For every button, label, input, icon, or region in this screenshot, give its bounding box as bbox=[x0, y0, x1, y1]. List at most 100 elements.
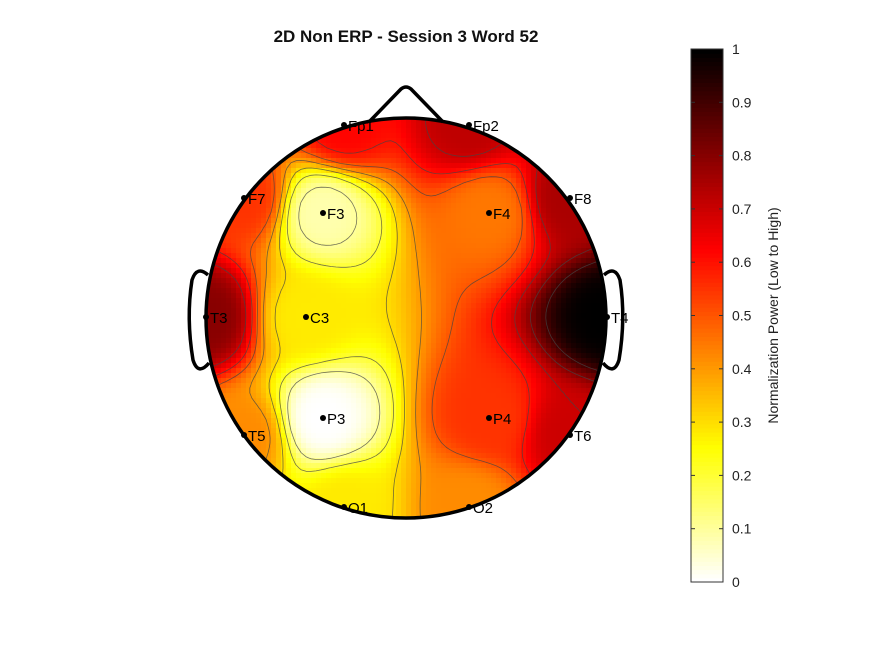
heatmap-cell bbox=[566, 253, 572, 259]
heatmap-cell bbox=[426, 328, 432, 334]
heatmap-cell bbox=[261, 308, 267, 314]
heatmap-cell bbox=[546, 353, 552, 359]
heatmap-cell bbox=[596, 333, 602, 339]
heatmap-cell bbox=[491, 348, 497, 354]
heatmap-cell bbox=[471, 458, 477, 464]
heatmap-cell bbox=[576, 378, 582, 384]
heatmap-cell bbox=[451, 128, 457, 134]
heatmap-cell bbox=[436, 168, 442, 174]
heatmap-cell bbox=[551, 398, 557, 404]
heatmap-cell bbox=[291, 473, 297, 479]
heatmap-cell bbox=[421, 273, 427, 279]
heatmap-cell bbox=[381, 283, 387, 289]
heatmap-cell bbox=[276, 213, 282, 219]
heatmap-cell bbox=[416, 338, 422, 344]
heatmap-cell bbox=[351, 133, 357, 139]
heatmap-cell bbox=[351, 198, 357, 204]
heatmap-cell bbox=[346, 343, 352, 349]
heatmap-cell bbox=[381, 263, 387, 269]
heatmap-cell bbox=[406, 273, 412, 279]
heatmap-cell bbox=[421, 323, 427, 329]
heatmap-cell bbox=[446, 243, 452, 249]
heatmap-cell bbox=[256, 408, 262, 414]
heatmap-cell bbox=[401, 468, 407, 474]
heatmap-cell bbox=[296, 243, 302, 249]
heatmap-cell bbox=[496, 158, 502, 164]
heatmap-cell bbox=[296, 433, 302, 439]
heatmap-cell bbox=[301, 233, 307, 239]
heatmap-cell bbox=[441, 148, 447, 154]
heatmap-cell bbox=[356, 418, 362, 424]
heatmap-cell bbox=[436, 233, 442, 239]
heatmap-cell bbox=[526, 233, 532, 239]
heatmap-cell bbox=[461, 148, 467, 154]
heatmap-cell bbox=[511, 238, 517, 244]
heatmap-cell bbox=[561, 408, 567, 414]
heatmap-cell bbox=[476, 408, 482, 414]
heatmap-cell bbox=[416, 218, 422, 224]
heatmap-cell bbox=[386, 448, 392, 454]
heatmap-cell bbox=[566, 388, 572, 394]
heatmap-cell bbox=[396, 343, 402, 349]
heatmap-cell bbox=[226, 388, 232, 394]
heatmap-cell bbox=[336, 353, 342, 359]
heatmap-cell bbox=[321, 473, 327, 479]
heatmap-cell bbox=[471, 398, 477, 404]
heatmap-cell bbox=[411, 288, 417, 294]
heatmap-cell bbox=[466, 248, 472, 254]
heatmap-cell bbox=[496, 313, 502, 319]
heatmap-cell bbox=[511, 173, 517, 179]
heatmap-cell bbox=[311, 338, 317, 344]
heatmap-cell bbox=[271, 233, 277, 239]
heatmap-cell bbox=[381, 183, 387, 189]
heatmap-cell bbox=[396, 413, 402, 419]
heatmap-cell bbox=[446, 373, 452, 379]
heatmap-cell bbox=[551, 213, 557, 219]
heatmap-cell bbox=[566, 243, 572, 249]
heatmap-cell bbox=[416, 223, 422, 229]
heatmap-cell bbox=[506, 298, 512, 304]
heatmap-cell bbox=[396, 203, 402, 209]
heatmap-cell bbox=[346, 308, 352, 314]
heatmap-cell bbox=[306, 243, 312, 249]
heatmap-cell bbox=[476, 173, 482, 179]
heatmap-cell bbox=[416, 443, 422, 449]
heatmap-cell bbox=[461, 293, 467, 299]
heatmap-cell bbox=[466, 163, 472, 169]
heatmap-cell bbox=[386, 153, 392, 159]
heatmap-cell bbox=[401, 273, 407, 279]
heatmap-cell bbox=[311, 478, 317, 484]
heatmap-cell bbox=[391, 458, 397, 464]
heatmap-cell bbox=[246, 253, 252, 259]
heatmap-cell bbox=[491, 433, 497, 439]
heatmap-cell bbox=[326, 368, 332, 374]
heatmap-cell bbox=[216, 273, 222, 279]
heatmap-cell bbox=[561, 393, 567, 399]
heatmap-cell bbox=[246, 203, 252, 209]
heatmap-cell bbox=[371, 338, 377, 344]
heatmap-cell bbox=[256, 323, 262, 329]
heatmap-cell bbox=[246, 208, 252, 214]
heatmap-cell bbox=[521, 158, 527, 164]
heatmap-cell bbox=[326, 193, 332, 199]
heatmap-cell bbox=[421, 213, 427, 219]
heatmap-cell bbox=[421, 368, 427, 374]
heatmap-cell bbox=[531, 343, 537, 349]
heatmap-cell bbox=[246, 313, 252, 319]
heatmap-cell bbox=[606, 288, 612, 294]
heatmap-cell bbox=[306, 238, 312, 244]
heatmap-cell bbox=[406, 143, 412, 149]
heatmap-cell bbox=[251, 333, 257, 339]
heatmap-cell bbox=[581, 378, 587, 384]
heatmap-cell bbox=[281, 303, 287, 309]
heatmap-cell bbox=[346, 243, 352, 249]
heatmap-cell bbox=[371, 168, 377, 174]
heatmap-cell bbox=[301, 223, 307, 229]
heatmap-cell bbox=[416, 143, 422, 149]
heatmap-cell bbox=[451, 263, 457, 269]
heatmap-cell bbox=[361, 208, 367, 214]
heatmap-cell bbox=[426, 143, 432, 149]
heatmap-cell bbox=[291, 433, 297, 439]
heatmap-cell bbox=[341, 303, 347, 309]
heatmap-cell bbox=[516, 433, 522, 439]
